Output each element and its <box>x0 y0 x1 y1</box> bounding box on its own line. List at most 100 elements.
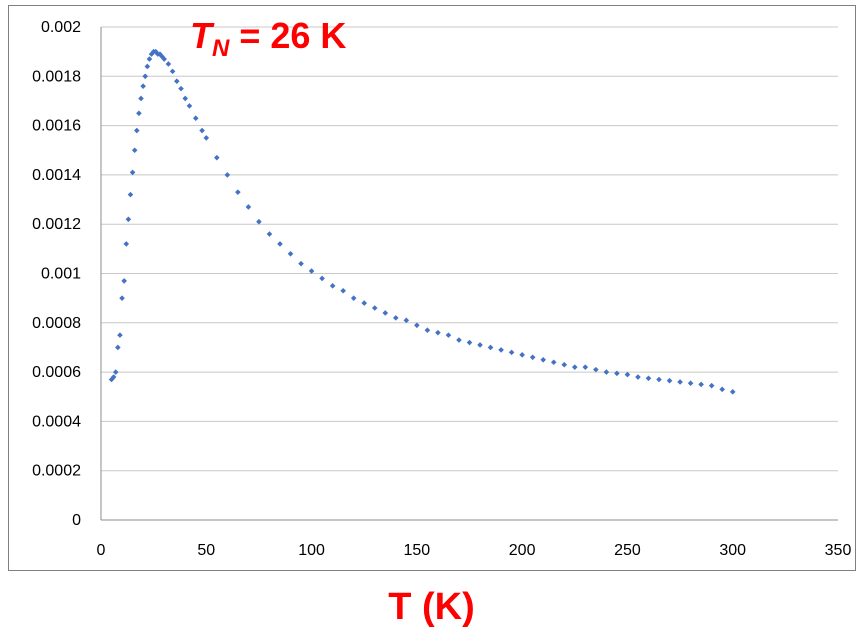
y-tick-label: 0.0008 <box>32 315 81 332</box>
annotation-subscript: N <box>212 35 230 62</box>
x-tick-label: 300 <box>719 542 746 559</box>
x-tick-label: 50 <box>197 542 215 559</box>
neel-temperature-annotation: TN = 26 K <box>190 18 346 61</box>
data-point <box>245 204 252 210</box>
data-point <box>131 147 138 154</box>
data-point <box>477 342 483 348</box>
data-point <box>340 287 346 294</box>
data-point <box>277 241 283 247</box>
y-tick-label: 0.002 <box>41 19 81 36</box>
data-point <box>256 218 262 225</box>
data-point <box>729 389 736 395</box>
data-point <box>121 278 127 284</box>
data-point <box>582 364 589 370</box>
x-tick-labels: 0 50 100 150 200 250 300 350 <box>97 542 852 559</box>
data-point <box>182 95 189 102</box>
x-tick-label: 150 <box>404 542 431 559</box>
data-point <box>287 250 294 257</box>
data-point <box>529 354 536 361</box>
data-point <box>224 172 231 178</box>
data-point <box>152 48 159 55</box>
data-point <box>550 359 557 366</box>
data-point <box>192 115 199 122</box>
data-point <box>266 231 273 237</box>
data-points <box>108 48 736 395</box>
axes <box>100 27 838 521</box>
data-point <box>140 83 146 89</box>
data-point <box>698 381 704 388</box>
y-tick-labels: 0 0.0002 0.0004 0.0006 0.0008 0.001 0.0012 0.00… <box>32 19 81 529</box>
data-point <box>403 317 410 324</box>
data-point <box>435 329 441 336</box>
data-point <box>656 376 662 383</box>
data-point <box>319 275 325 282</box>
y-tick-label: 0 <box>72 512 81 529</box>
data-point <box>371 305 378 311</box>
data-point <box>466 339 473 346</box>
data-point <box>414 322 420 329</box>
x-tick-label: 250 <box>614 542 641 559</box>
data-point <box>329 283 336 289</box>
data-point <box>393 315 399 321</box>
data-point <box>708 382 715 389</box>
data-point <box>199 127 205 134</box>
data-point <box>112 369 119 375</box>
x-tick-label: 350 <box>825 542 852 559</box>
data-point <box>519 352 525 358</box>
data-point <box>127 191 134 198</box>
y-tick-label: 0.0014 <box>32 167 81 184</box>
data-point <box>117 332 123 338</box>
data-point <box>144 63 151 70</box>
data-point <box>603 369 610 375</box>
data-point <box>624 371 631 378</box>
data-point <box>235 189 241 195</box>
data-point <box>361 300 368 306</box>
data-point <box>666 377 673 384</box>
data-point <box>645 375 652 382</box>
x-tick-label: 100 <box>298 542 325 559</box>
data-point <box>146 56 153 62</box>
data-point <box>498 347 504 353</box>
gridlines <box>101 26 838 472</box>
data-point <box>178 85 184 92</box>
x-axis-label: T (K) <box>388 586 475 628</box>
data-point <box>138 95 144 102</box>
data-point <box>382 310 389 316</box>
data-point <box>687 380 694 386</box>
chart-frame <box>8 5 856 571</box>
data-point <box>142 73 149 80</box>
data-point <box>125 216 132 223</box>
x-tick-label: 0 <box>97 542 106 559</box>
data-point <box>445 332 452 338</box>
x-tick-label: 200 <box>509 542 536 559</box>
data-point <box>561 361 568 368</box>
data-point <box>110 374 117 380</box>
data-point <box>308 268 315 274</box>
data-point <box>487 344 494 351</box>
data-point <box>123 241 130 247</box>
data-point <box>119 295 125 301</box>
data-point <box>456 337 462 343</box>
data-point <box>129 169 136 176</box>
y-tick-label: 0.001 <box>41 266 81 283</box>
annotation-symbol: T <box>190 15 212 56</box>
data-point <box>614 370 620 377</box>
y-tick-label: 0.0016 <box>32 118 81 135</box>
data-point <box>136 110 142 117</box>
scatter-plot: 0 0.0002 0.0004 0.0006 0.0008 0.001 0.0012 0.00… <box>32 19 852 559</box>
data-point <box>350 295 357 301</box>
data-point <box>593 366 599 373</box>
data-point <box>169 68 176 75</box>
y-tick-label: 0.0002 <box>32 463 81 480</box>
data-point <box>571 364 578 370</box>
data-point <box>133 127 140 134</box>
data-point <box>424 327 431 333</box>
data-point <box>174 78 180 85</box>
y-tick-label: 0.0006 <box>32 364 81 381</box>
y-tick-label: 0.0012 <box>32 216 81 233</box>
data-point <box>298 260 304 267</box>
y-tick-label: 0.0018 <box>32 68 81 85</box>
data-point <box>508 349 515 356</box>
data-point <box>115 344 121 351</box>
data-point <box>677 379 683 385</box>
